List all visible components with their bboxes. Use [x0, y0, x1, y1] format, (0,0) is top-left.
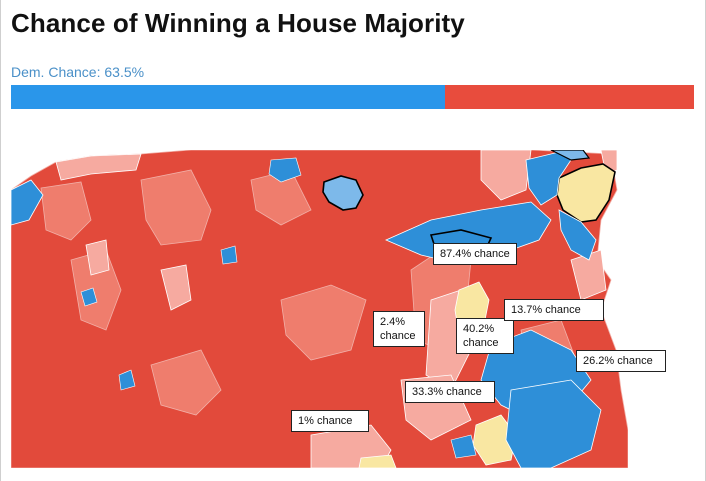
- district-lean-rep-5[interactable]: [280, 284, 367, 361]
- callout-text: 1% chance: [298, 415, 353, 427]
- district-dem-southeast[interactable]: [505, 379, 602, 468]
- callout-87-4: 87.4% chance: [433, 243, 517, 265]
- callout-text: 13.7% chance: [511, 304, 581, 316]
- district-dem-small-4[interactable]: [220, 245, 238, 265]
- callout-26-2: 26.2% chance: [576, 350, 666, 372]
- callout-text-line1: 2.4%: [380, 316, 406, 328]
- dem-probability-fill: [11, 85, 445, 109]
- callout-text-line2: chance: [380, 330, 416, 342]
- callout-40-2: 40.2% chance: [456, 318, 514, 354]
- district-lean-rep-3[interactable]: [140, 169, 212, 246]
- district-dem-west-edge[interactable]: [11, 179, 44, 226]
- callout-text-line2: chance: [463, 337, 499, 349]
- district-light-rep-1[interactable]: [55, 153, 142, 181]
- district-dem-small-5[interactable]: [450, 434, 477, 459]
- district-lean-rep-6[interactable]: [150, 349, 222, 416]
- callout-1: 1% chance: [291, 410, 369, 432]
- district-light-rep-3[interactable]: [160, 264, 192, 311]
- district-dem-northeast-edge[interactable]: [550, 150, 591, 161]
- probability-bar: [11, 85, 694, 109]
- district-lean-rep-1[interactable]: [40, 181, 92, 241]
- callout-2-4: 2.4% chance: [373, 311, 425, 347]
- district-dem-small-2[interactable]: [80, 287, 98, 307]
- district-tossup-1[interactable]: [556, 163, 616, 223]
- district-dem-coastal[interactable]: [558, 209, 597, 261]
- district-dem-highlight-north[interactable]: [322, 175, 364, 211]
- district-dem-small-3[interactable]: [118, 369, 136, 391]
- district-light-rep-7[interactable]: [480, 150, 532, 201]
- callout-text: 87.4% chance: [440, 248, 510, 260]
- callout-text: 33.3% chance: [412, 386, 482, 398]
- district-light-rep-2[interactable]: [85, 239, 110, 276]
- callout-33-3: 33.3% chance: [405, 381, 495, 403]
- callout-text-line1: 40.2%: [463, 323, 495, 335]
- district-dem-small-1[interactable]: [268, 157, 302, 183]
- page-title: Chance of Winning a House Majority: [11, 8, 465, 38]
- dem-chance-label: Dem. Chance: 63.5%: [11, 64, 145, 80]
- callout-13-7: 13.7% chance: [504, 299, 604, 321]
- callout-text: 26.2% chance: [583, 355, 653, 367]
- district-tossup-4[interactable]: [358, 454, 397, 468]
